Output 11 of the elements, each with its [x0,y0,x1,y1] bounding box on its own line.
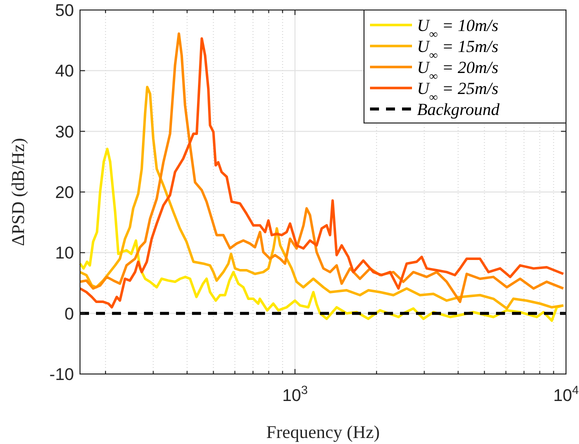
y-tick-label: 30 [55,122,74,142]
y-tick-label: 0 [64,304,74,324]
y-tick-label: 40 [55,62,74,81]
y-tick-label: 50 [55,0,74,20]
y-tick-label: 20 [55,182,74,202]
x-tick-label: 10$^{4}$ [553,383,579,405]
x-tick-label: 10$^{3}$ [282,383,308,405]
y-axis-title: ΔPSD (dB/Hz) [8,138,28,246]
y-tick-label: 10 [55,244,74,263]
y-tick-label: -10 [49,364,74,384]
x-axis-title: Frequency (Hz) [266,422,380,442]
